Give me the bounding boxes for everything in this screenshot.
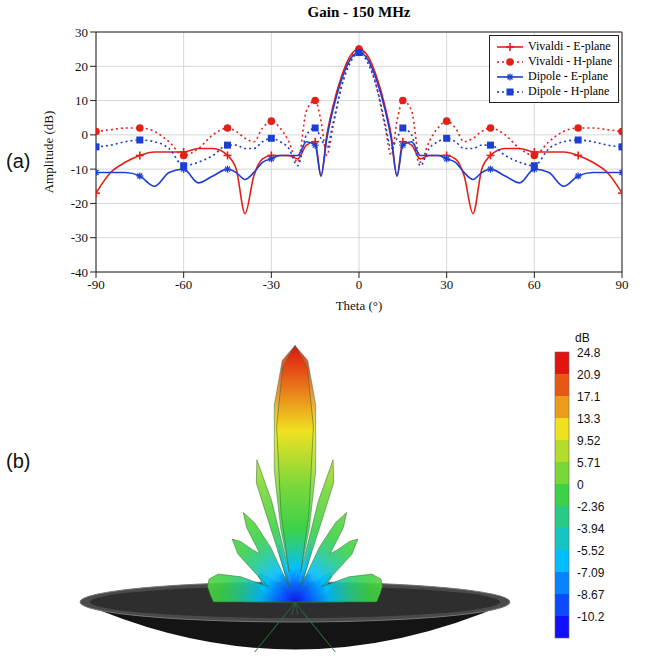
svg-text:20: 20: [75, 59, 88, 74]
svg-text:-30: -30: [263, 277, 280, 292]
svg-text:20.9: 20.9: [577, 368, 601, 382]
svg-text:-5.52: -5.52: [577, 544, 605, 558]
svg-text:-10: -10: [71, 162, 88, 177]
html-text:Dipole - H-plane: Dipole - H-plane: [528, 84, 610, 98]
svg-text:90: 90: [616, 277, 629, 292]
svg-text:0: 0: [577, 478, 584, 492]
svg-text:9.52: 9.52: [577, 434, 601, 448]
svg-text:0: 0: [356, 277, 363, 292]
svg-text:Amplitude (dB): Amplitude (dB): [41, 111, 56, 194]
svg-text:-8.67: -8.67: [577, 588, 605, 602]
svg-text:17.1: 17.1: [577, 390, 601, 404]
svg-text:Theta (°): Theta (°): [336, 298, 383, 313]
svg-text:13.3: 13.3: [577, 412, 601, 426]
svg-text:-3.94: -3.94: [577, 522, 605, 536]
html-text:(b): (b): [6, 450, 31, 472]
svg-text:10: 10: [75, 93, 88, 108]
svg-text:30: 30: [440, 277, 453, 292]
svg-text:30: 30: [75, 25, 88, 40]
svg-text:dB: dB: [575, 331, 590, 345]
svg-text:5.71: 5.71: [577, 456, 601, 470]
svg-text:-90: -90: [87, 277, 104, 292]
html-text:Gain - 150 MHz: Gain - 150 MHz: [307, 4, 411, 20]
svg-text:-60: -60: [175, 277, 192, 292]
svg-text:-40: -40: [71, 265, 88, 280]
svg-text:-20: -20: [71, 196, 88, 211]
svg-text:-30: -30: [71, 230, 88, 245]
svg-text:60: 60: [528, 277, 541, 292]
html-text:Dipole - E-plane: Dipole - E-plane: [528, 69, 608, 83]
html-text:(a): (a): [6, 150, 31, 172]
svg-text:-2.36: -2.36: [577, 500, 605, 514]
svg-text:0: 0: [82, 127, 89, 142]
svg-text:-10.2: -10.2: [577, 610, 605, 624]
svg-text:24.8: 24.8: [577, 346, 601, 360]
svg-text:-7.09: -7.09: [577, 566, 605, 580]
html-text:Vivaldi - H-plane: Vivaldi - H-plane: [528, 54, 612, 68]
html-text:Vivaldi - E-plane: Vivaldi - E-plane: [528, 39, 611, 53]
